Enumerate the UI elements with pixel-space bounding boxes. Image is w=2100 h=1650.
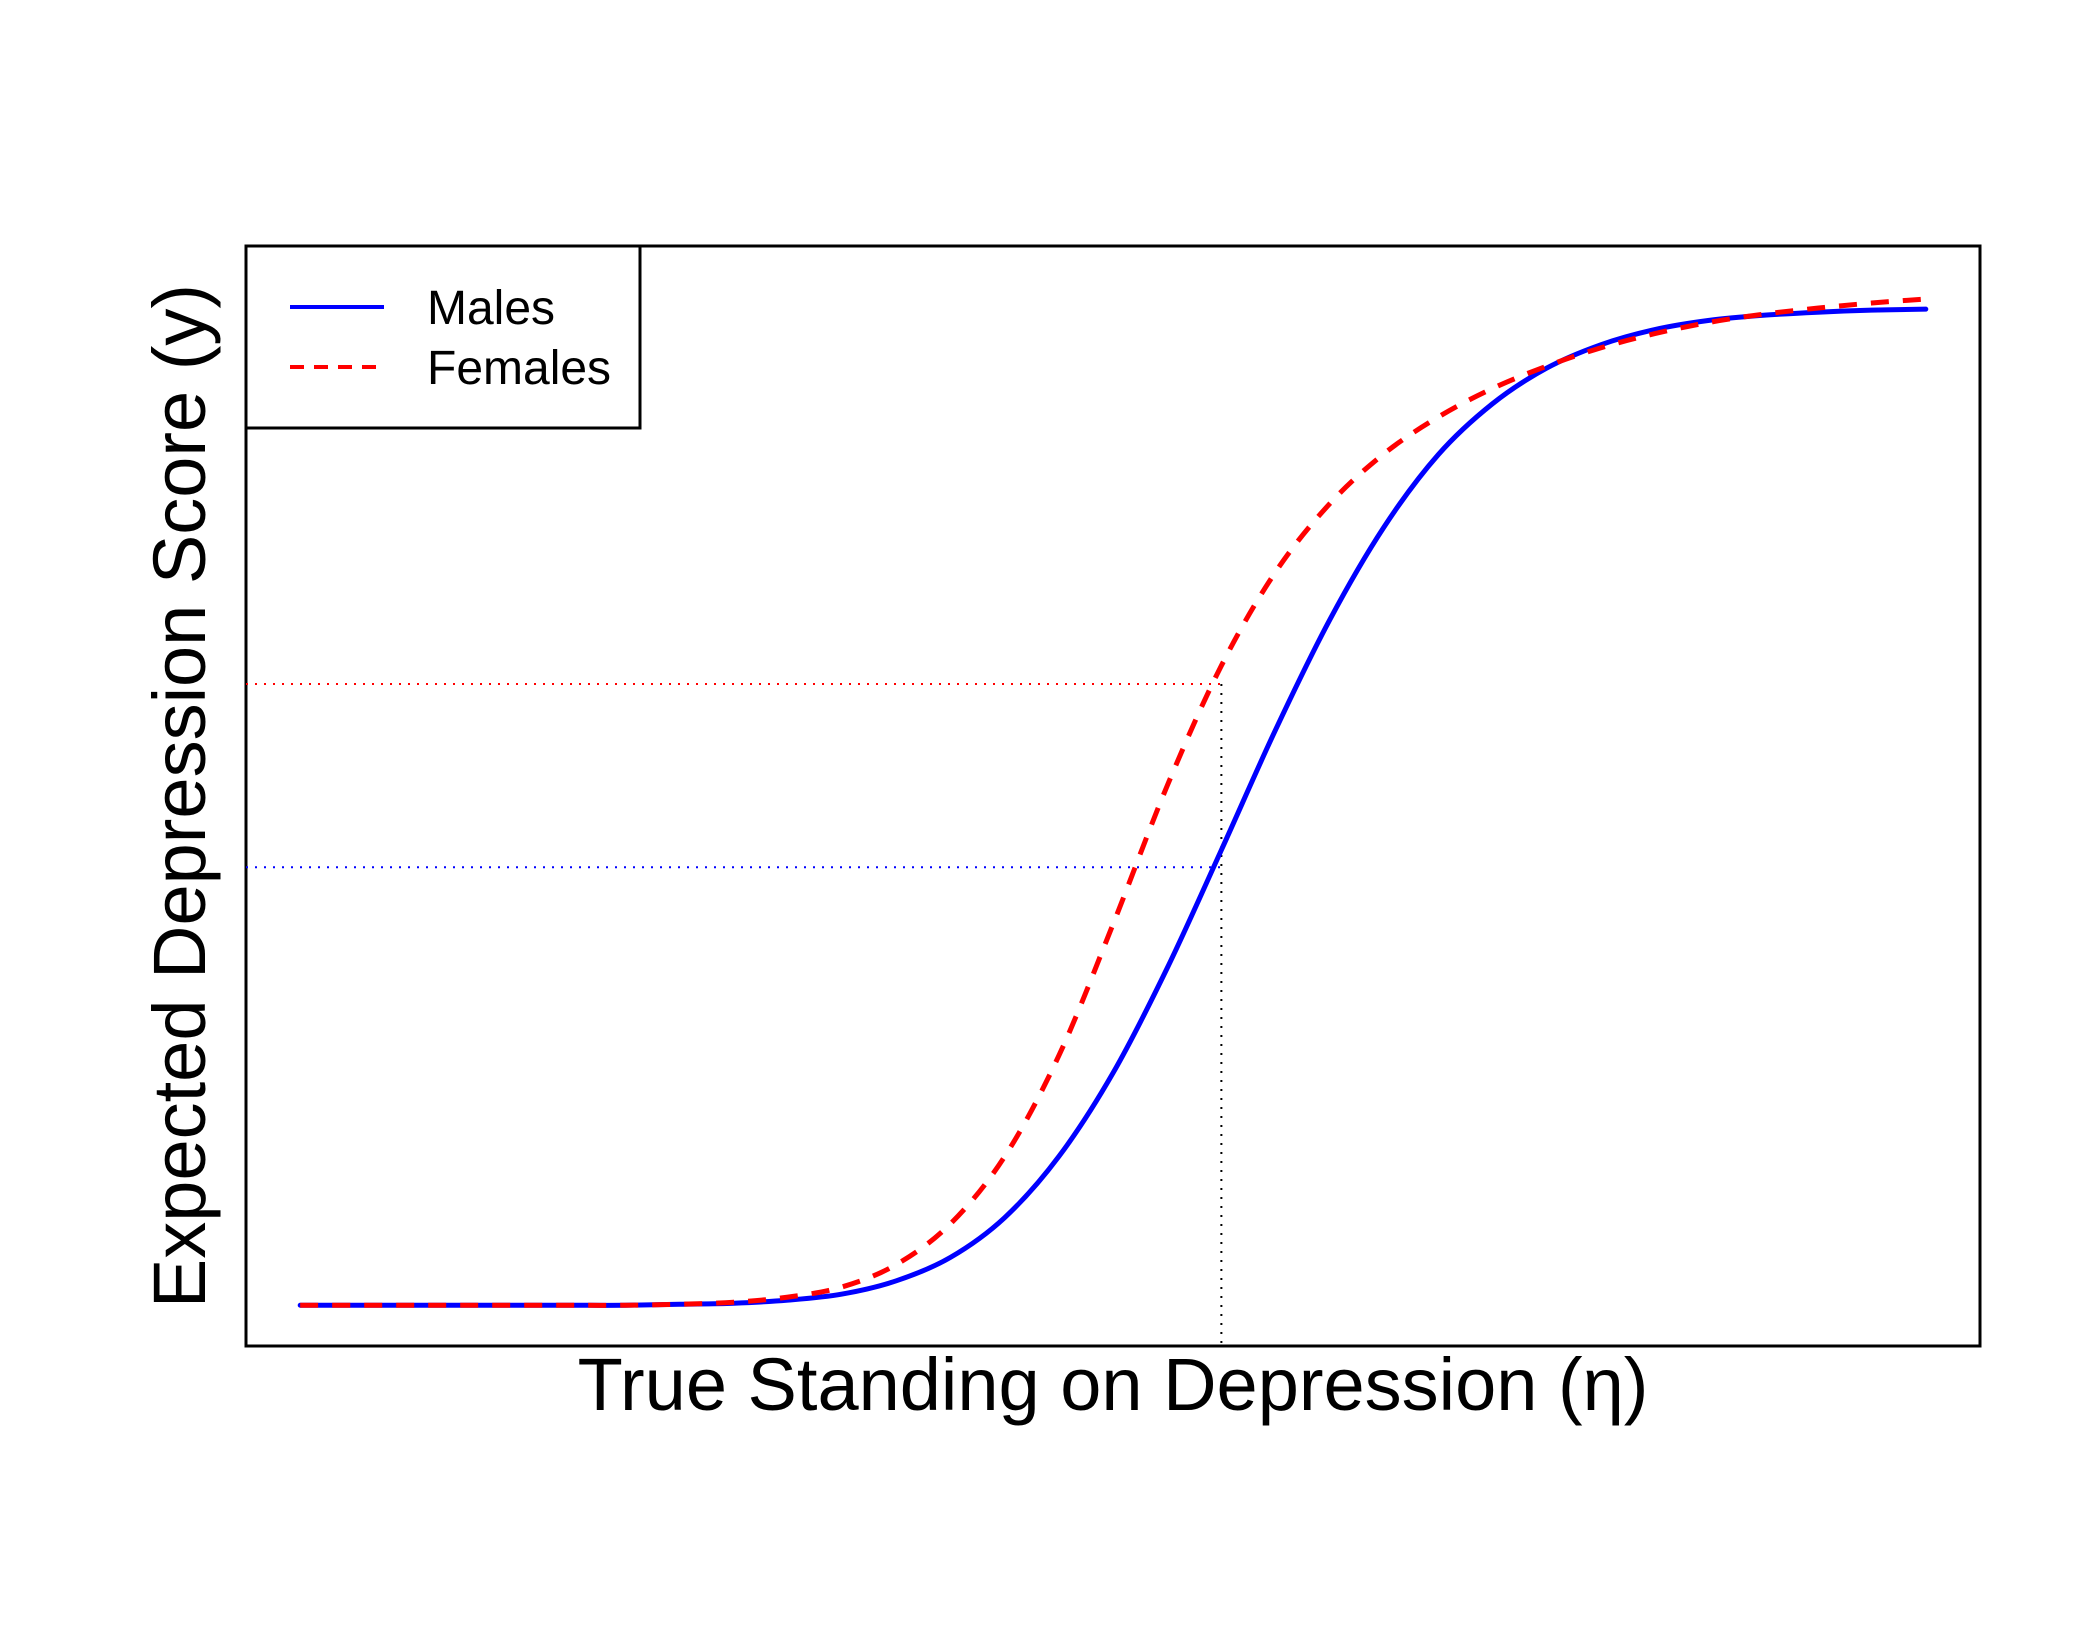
x-axis-title: True Standing on Depression (η) xyxy=(578,1343,1649,1426)
reference-lines xyxy=(246,682,1223,1346)
series-lines xyxy=(297,296,1929,1308)
y-axis-title: Expected Depression Score (y) xyxy=(138,284,221,1308)
legend: Males Females xyxy=(244,244,642,430)
legend-label-males: Males xyxy=(427,282,555,335)
legend-label-females: Females xyxy=(427,342,611,395)
series-line-females xyxy=(300,296,1926,1308)
series-line-males xyxy=(297,306,1929,1308)
legend-box xyxy=(244,244,642,430)
plot-frame xyxy=(244,244,1982,1348)
